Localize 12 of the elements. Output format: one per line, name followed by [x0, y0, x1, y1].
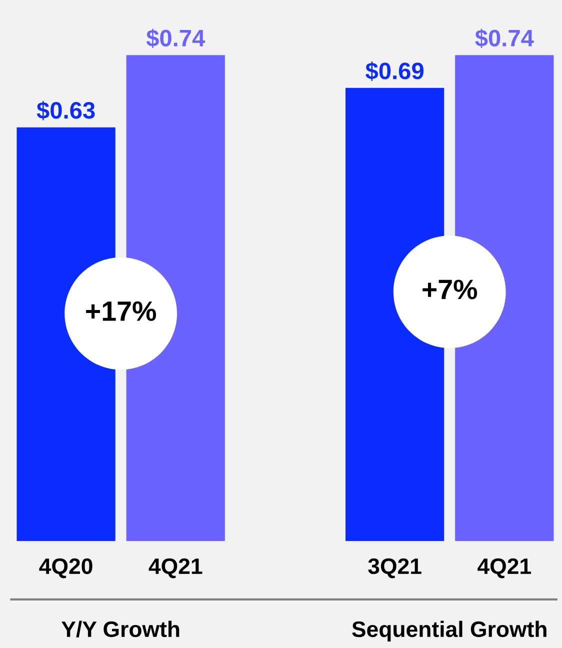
text: Y/Y Growth — [62, 620, 180, 638]
data-label: $0.74 — [146, 28, 206, 48]
data-label: $0.74 — [475, 28, 534, 48]
x-tick-label: 4Q21 — [478, 558, 531, 578]
x-tick-label: 4Q20 — [39, 558, 92, 578]
data-label: $0.63 — [36, 100, 95, 120]
x-tick-label: 4Q21 — [148, 558, 202, 578]
data-label: $0.69 — [366, 62, 424, 81]
annotation: +7% — [422, 280, 478, 300]
x-tick-label: 3Q21 — [368, 558, 422, 578]
text: Sequential Growth — [352, 620, 546, 642]
annotation: +17% — [86, 301, 156, 321]
